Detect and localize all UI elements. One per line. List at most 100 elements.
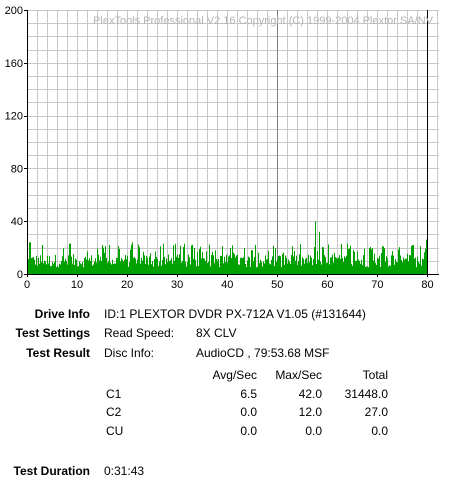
c1-bar	[274, 266, 275, 274]
c1-bar	[92, 265, 93, 274]
x-tick-label: 40	[221, 279, 233, 291]
c1-bar	[55, 254, 56, 274]
c1-bar	[201, 258, 202, 274]
c1-bar	[144, 255, 145, 274]
read-speed-label: Read Speed:	[104, 326, 175, 340]
c1-bar	[282, 254, 283, 274]
c1-bar	[29, 242, 30, 274]
c1-bar	[337, 258, 338, 274]
c1-bar	[140, 263, 141, 274]
c1-bar	[382, 246, 383, 274]
c1-bar	[387, 258, 388, 274]
c1-bar	[113, 264, 114, 274]
c1-bar	[347, 243, 348, 274]
c1-bar	[234, 254, 235, 274]
c1-bar	[272, 256, 273, 274]
c1-bar	[172, 263, 173, 274]
c1-bar	[364, 248, 365, 274]
c1-bar	[104, 252, 105, 274]
c1-bar	[334, 252, 335, 274]
c1-bar	[185, 262, 186, 274]
c1-bar	[371, 249, 372, 274]
c1-bar	[269, 263, 270, 274]
c1-bar	[50, 265, 51, 274]
c1-bar	[88, 260, 89, 274]
c1-bar	[84, 258, 85, 274]
c1-bar	[355, 261, 356, 274]
c1-bar	[407, 253, 408, 274]
c1-bar	[294, 250, 295, 274]
c1-bar	[300, 244, 301, 274]
c1-bar	[208, 261, 209, 274]
c1-bar	[275, 248, 276, 274]
c1-bar	[305, 259, 306, 274]
c1-bar	[385, 261, 386, 274]
c1-bar	[115, 263, 116, 274]
c1-bar	[348, 249, 349, 274]
c1-bar	[323, 247, 324, 274]
c1-bar	[111, 264, 112, 274]
c1-bar	[138, 244, 139, 274]
c1-bar	[102, 244, 103, 274]
c1-bar	[179, 254, 180, 274]
c1-bar	[100, 256, 101, 274]
c1-bar	[260, 259, 261, 274]
c1-bar	[372, 247, 373, 274]
c1-bar	[375, 262, 376, 274]
c1-bar	[80, 263, 81, 274]
c1-bar	[192, 244, 193, 274]
c1-bar	[386, 256, 387, 274]
c1-bar	[244, 247, 245, 274]
c1-bar	[158, 265, 159, 274]
c1-bar	[368, 267, 369, 274]
c1-bar	[424, 252, 425, 274]
c1-bar	[133, 257, 134, 274]
c1-bar	[54, 262, 55, 274]
c1-bar	[93, 264, 94, 274]
c1-bar	[398, 249, 399, 274]
c1-bar	[191, 245, 192, 274]
c1-bar	[384, 248, 385, 274]
c1-bar	[238, 264, 239, 274]
c1-bar	[310, 255, 311, 274]
c1-bar	[70, 243, 71, 274]
test-settings-label: Test Settings	[15, 326, 90, 340]
c1-bar	[39, 263, 40, 274]
c1-bar	[259, 263, 260, 274]
c1-bar	[335, 256, 336, 274]
c1-bar	[112, 259, 113, 274]
c1-bar	[94, 261, 95, 274]
c1-bar	[49, 256, 50, 274]
c1-bar	[268, 250, 269, 274]
c1-bar	[291, 255, 292, 274]
c1-bar	[390, 265, 391, 274]
c1-bar	[370, 246, 371, 274]
c1-bar	[250, 266, 251, 274]
c1-bar	[358, 259, 359, 274]
c1-bar	[184, 243, 185, 274]
c1-bar	[109, 244, 110, 274]
c1-bar	[160, 246, 161, 274]
c1-bar	[328, 244, 329, 274]
c1-bar	[332, 254, 333, 274]
c1-bar	[380, 266, 381, 274]
header-avg: Avg/Sec	[212, 368, 257, 382]
c1-bar	[114, 263, 115, 274]
c1-bar	[307, 262, 308, 274]
c1-bar	[374, 253, 375, 274]
c1-bar	[85, 256, 86, 274]
c1-bar	[141, 257, 142, 274]
y-tick-label: 0	[17, 269, 23, 281]
c1-bar	[221, 255, 222, 274]
c1-bar	[413, 244, 414, 274]
c1-bar	[78, 266, 79, 274]
c1-bar	[252, 250, 253, 274]
c1-bar	[75, 258, 76, 274]
c1-bar	[101, 261, 102, 274]
c1-bar	[157, 258, 158, 274]
c1-bar	[137, 259, 138, 274]
c1-bar	[280, 256, 281, 274]
c1-bar	[152, 261, 153, 274]
c1-bar	[48, 263, 49, 274]
c1-bar	[394, 264, 395, 274]
